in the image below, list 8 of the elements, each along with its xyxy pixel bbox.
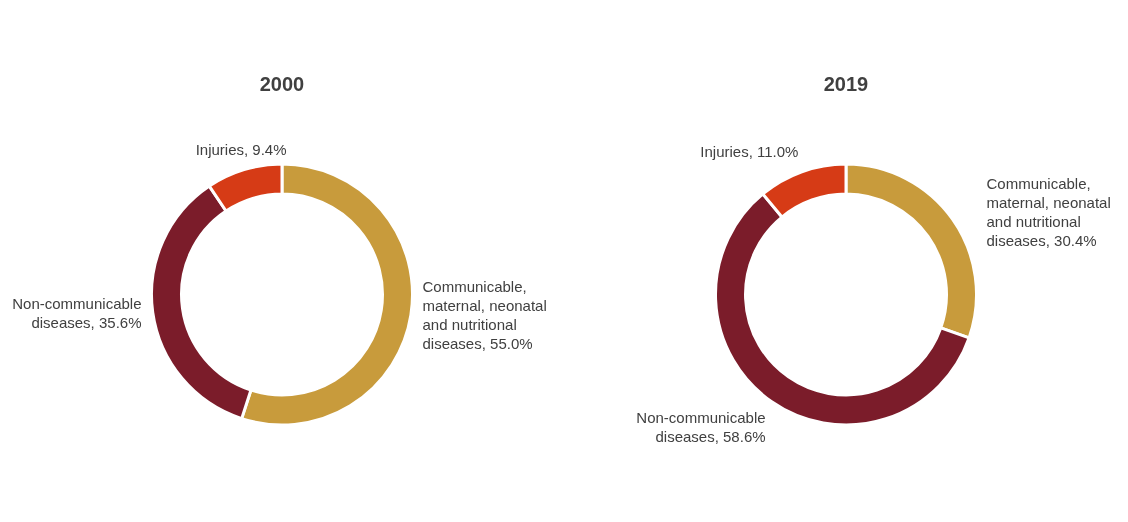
chart-title: 2019: [823, 72, 869, 95]
slice-label: Injuries, 9.4%: [195, 140, 287, 158]
slice-label: Communicable, maternal, neonatal and nutritional diseases, 30.4%: [986, 174, 1111, 249]
slice-label: Non-communicable diseases, 35.6%: [12, 294, 142, 331]
slice-label: Non-communicable diseases, 58.6%: [636, 409, 766, 446]
chart-title: 2000: [259, 72, 305, 95]
slice-label: Communicable, maternal, neonatal and nutritional diseases, 55.0%: [422, 278, 547, 353]
slice-label: Injuries, 11.0%: [700, 142, 799, 160]
